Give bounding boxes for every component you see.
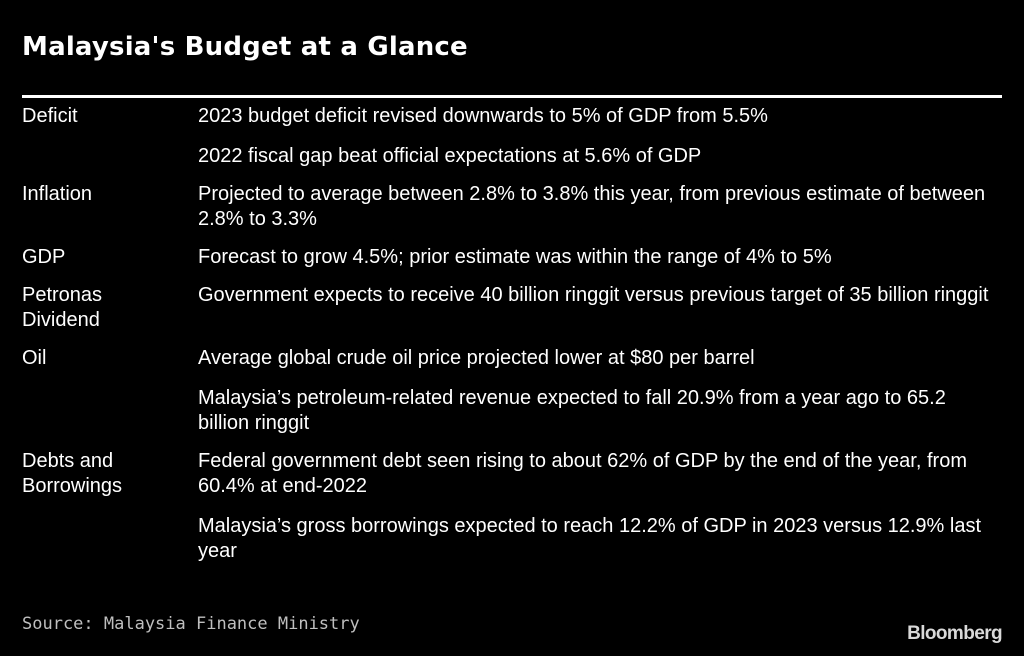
table-row-debts-and-borrowings: Debts and Borrowings Federal government … bbox=[22, 449, 1002, 564]
row-label: Inflation bbox=[22, 183, 93, 205]
row-details: Average global crude oil price projected… bbox=[198, 346, 1002, 436]
row-detail: 2022 fiscal gap beat official expectatio… bbox=[198, 145, 702, 167]
table-row-inflation: Inflation Projected to average between 2… bbox=[22, 182, 1002, 232]
title-divider bbox=[22, 95, 1002, 98]
row-details: Forecast to grow 4.5%; prior estimate wa… bbox=[198, 245, 1002, 270]
bloomberg-logo: Bloomberg bbox=[907, 623, 1002, 644]
row-detail: Malaysia’s gross borrowings expected to … bbox=[198, 515, 982, 562]
budget-table: Deficit 2023 budget deficit revised down… bbox=[22, 104, 1002, 577]
table-row-gdp: GDP Forecast to grow 4.5%; prior estimat… bbox=[22, 245, 1002, 270]
row-label: Oil bbox=[22, 347, 47, 369]
row-details: 2023 budget deficit revised downwards to… bbox=[198, 104, 1002, 169]
row-label: Debts and Borrowings bbox=[22, 450, 123, 497]
row-detail: Projected to average between 2.8% to 3.8… bbox=[198, 183, 986, 230]
row-detail: Government expects to receive 40 billion… bbox=[198, 284, 989, 306]
table-row-deficit: Deficit 2023 budget deficit revised down… bbox=[22, 104, 1002, 169]
row-detail: Average global crude oil price projected… bbox=[198, 347, 755, 369]
page-title: Malaysia's Budget at a Glance bbox=[22, 32, 468, 62]
row-label: Petronas Dividend bbox=[22, 284, 103, 331]
row-label: Deficit bbox=[22, 105, 78, 127]
row-detail: 2023 budget deficit revised downwards to… bbox=[198, 105, 768, 127]
row-label: GDP bbox=[22, 246, 66, 268]
row-detail: Federal government debt seen rising to a… bbox=[198, 450, 967, 497]
row-details: Government expects to receive 40 billion… bbox=[198, 283, 1002, 308]
row-details: Federal government debt seen rising to a… bbox=[198, 449, 1002, 564]
row-details: Projected to average between 2.8% to 3.8… bbox=[198, 182, 1002, 232]
source-note: Source: Malaysia Finance Ministry bbox=[22, 614, 360, 634]
row-detail: Forecast to grow 4.5%; prior estimate wa… bbox=[198, 246, 832, 268]
table-row-oil: Oil Average global crude oil price proje… bbox=[22, 346, 1002, 436]
table-row-petronas-dividend: Petronas Dividend Government expects to … bbox=[22, 283, 1002, 333]
row-detail: Malaysia’s petroleum-related revenue exp… bbox=[198, 387, 946, 434]
